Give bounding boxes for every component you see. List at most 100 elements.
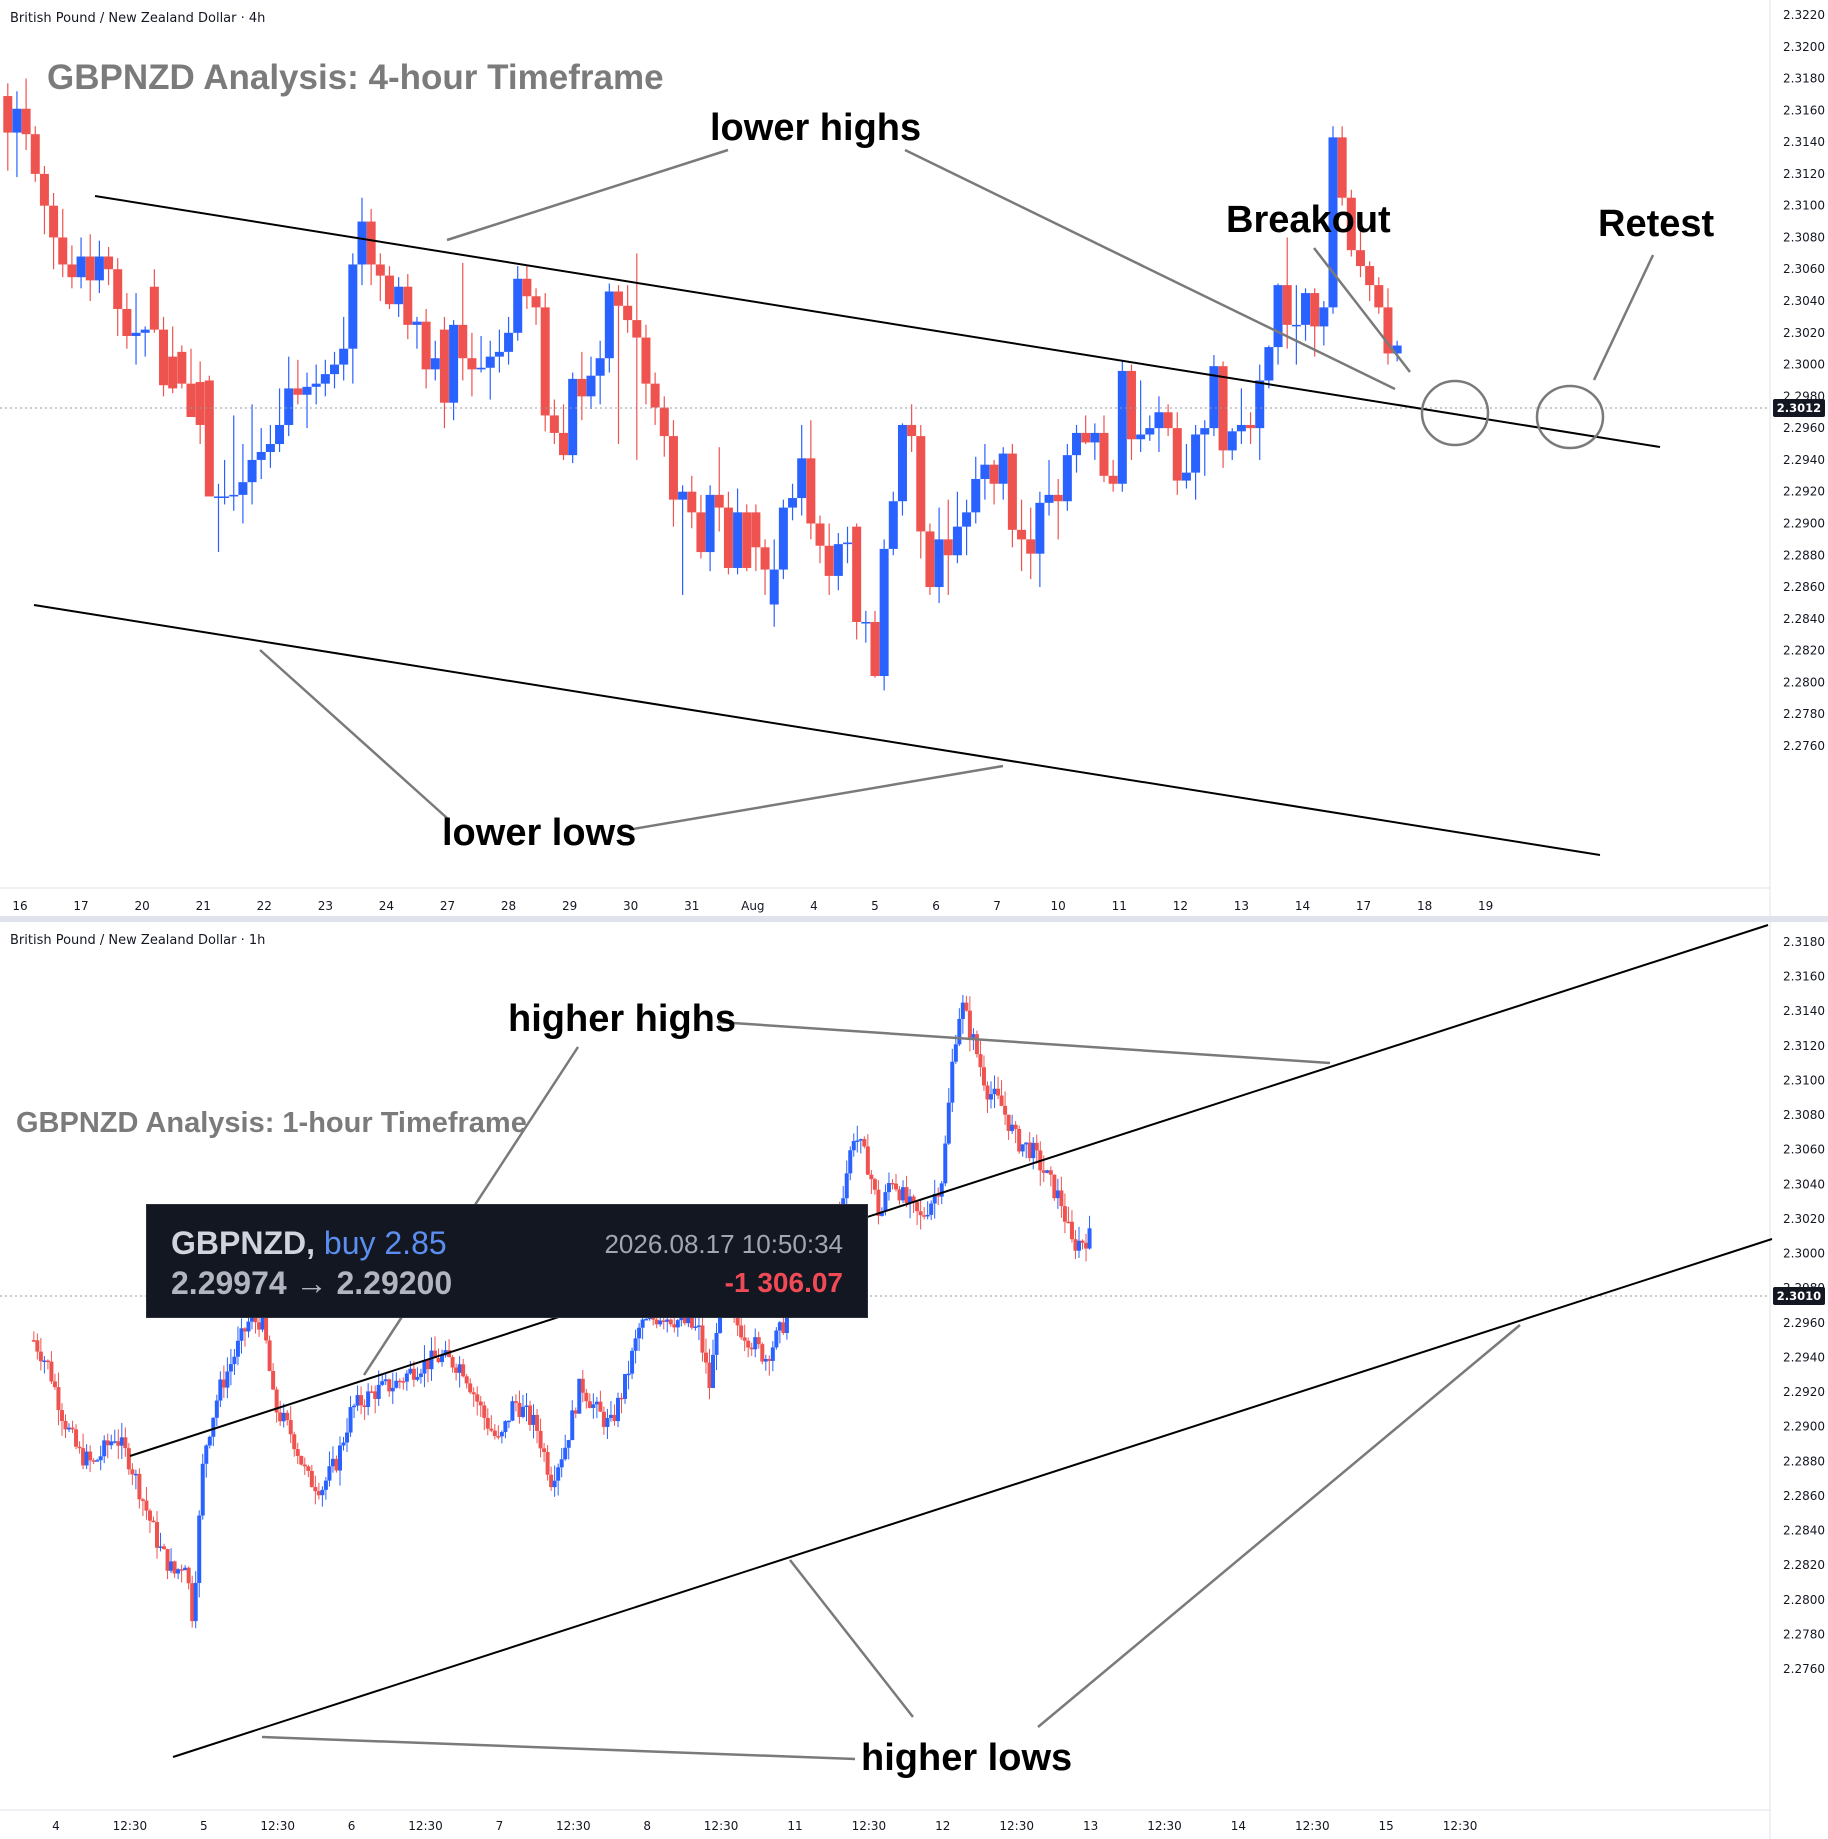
- candle-body: [797, 458, 807, 499]
- h4-current-price-label: 2.3012: [1777, 401, 1821, 415]
- h4-y-tick-label: 2.3100: [1783, 199, 1825, 213]
- higher-lows-pointer-left: [261, 1735, 856, 1761]
- candle-body: [552, 1480, 557, 1488]
- candle-body: [1392, 345, 1402, 354]
- candle-body: [193, 1582, 198, 1622]
- candle-body: [327, 1466, 332, 1481]
- candle-body: [380, 1381, 385, 1385]
- candle-body: [362, 1405, 367, 1408]
- candle-body: [401, 1381, 406, 1383]
- candle-body: [742, 512, 752, 568]
- candle-body: [888, 501, 898, 549]
- candle-body: [49, 205, 59, 238]
- candle-body: [221, 1379, 226, 1388]
- h4-x-tick-label: 30: [623, 899, 638, 913]
- candle-body: [352, 1405, 357, 1408]
- candle-body: [528, 1405, 533, 1425]
- h4-x-tick-label: 14: [1295, 899, 1310, 913]
- candle-body: [615, 1397, 620, 1422]
- candle-body: [496, 1436, 501, 1438]
- candle-body: [851, 1141, 856, 1151]
- h1-y-tick-label: 2.2920: [1783, 1385, 1825, 1399]
- candle-body: [774, 1330, 779, 1348]
- h4-y-tick-label: 2.2960: [1783, 421, 1825, 435]
- candle-body: [608, 1414, 613, 1419]
- candle-body: [149, 286, 159, 330]
- h4-y-tick-label: 2.2760: [1783, 739, 1825, 753]
- candle-body: [637, 1327, 642, 1339]
- candle-body: [256, 451, 266, 460]
- candle-body: [421, 321, 431, 370]
- candle-body: [934, 539, 944, 588]
- candle-body: [506, 1420, 511, 1423]
- candle-body: [950, 1061, 955, 1103]
- h4-x-tick-label: 6: [932, 899, 940, 913]
- candle-body: [861, 621, 871, 624]
- candle-body: [1013, 1124, 1018, 1129]
- h4-y-tick-label: 2.3080: [1783, 230, 1825, 244]
- candle-body: [144, 1500, 149, 1511]
- candle-body: [577, 378, 587, 397]
- h1-x-tick-label: 5: [200, 1819, 208, 1833]
- candle-body: [313, 1487, 318, 1492]
- h1-y-tick-label: 2.3180: [1783, 935, 1825, 949]
- candle-body: [67, 1427, 72, 1430]
- h4-y-tick-label: 2.3000: [1783, 358, 1825, 372]
- candle-body: [858, 1139, 863, 1141]
- candle-body: [302, 386, 312, 395]
- candle-body: [447, 1350, 452, 1358]
- candle-body: [383, 1379, 388, 1382]
- candle-body: [302, 1464, 307, 1467]
- candle-body: [299, 1455, 304, 1465]
- candle-body: [1383, 307, 1393, 354]
- h1-y-tick-label: 2.3120: [1783, 1039, 1825, 1053]
- candle-body: [74, 1429, 79, 1447]
- candle-body: [869, 1174, 874, 1180]
- candle-body: [285, 1412, 290, 1421]
- candle-body: [384, 275, 394, 305]
- candle-body: [330, 1458, 335, 1467]
- candle-body: [306, 1466, 311, 1471]
- candle-body: [815, 523, 825, 546]
- h4-y-tick-label: 2.3140: [1783, 135, 1825, 149]
- candle-body: [1181, 472, 1191, 481]
- candle-body: [626, 1373, 631, 1376]
- candle-body: [214, 1400, 219, 1418]
- h4-price-axis: 2.3220 2.3200 2.3180 2.3160 2.3140 2.3120 2.31…: [1783, 8, 1825, 753]
- candle-body: [207, 1436, 212, 1446]
- candle-body: [1072, 432, 1082, 456]
- candle-body: [872, 1179, 877, 1190]
- candle-body: [450, 1357, 455, 1368]
- candle-body: [633, 1338, 638, 1351]
- candle-body: [376, 1384, 381, 1399]
- h4-x-tick-label: 20: [134, 899, 149, 913]
- candle-body: [594, 1401, 599, 1405]
- candle-body: [981, 1067, 986, 1086]
- h4-current-price-badge: [1773, 399, 1825, 417]
- candle-body: [1191, 434, 1201, 473]
- h4-x-tick-label: 13: [1234, 899, 1249, 913]
- candle-body: [1069, 1221, 1074, 1240]
- candle-body: [587, 1401, 592, 1408]
- candle-body: [38, 1351, 43, 1362]
- h1-x-tick-label: 12:30: [1147, 1819, 1182, 1833]
- candle-body: [220, 496, 230, 498]
- candle-body: [1003, 1105, 1008, 1115]
- candle-body: [200, 1463, 205, 1516]
- candle-body: [1291, 324, 1301, 327]
- candle-body: [105, 1440, 110, 1446]
- h1-x-tick-label: 7: [496, 1819, 504, 1833]
- candle-body: [580, 1378, 585, 1393]
- candle-body: [1076, 1240, 1081, 1251]
- candle-body: [1073, 1239, 1078, 1251]
- candle-body: [577, 1378, 582, 1414]
- candle-body: [102, 1440, 107, 1457]
- candle-body: [1048, 1170, 1053, 1175]
- candle-body: [605, 1418, 610, 1427]
- candle-body: [430, 358, 440, 370]
- candle-body: [292, 1434, 297, 1450]
- h4-lower-trendline: [33, 604, 1601, 856]
- candle-body: [1319, 307, 1329, 327]
- candle-body: [345, 1432, 350, 1443]
